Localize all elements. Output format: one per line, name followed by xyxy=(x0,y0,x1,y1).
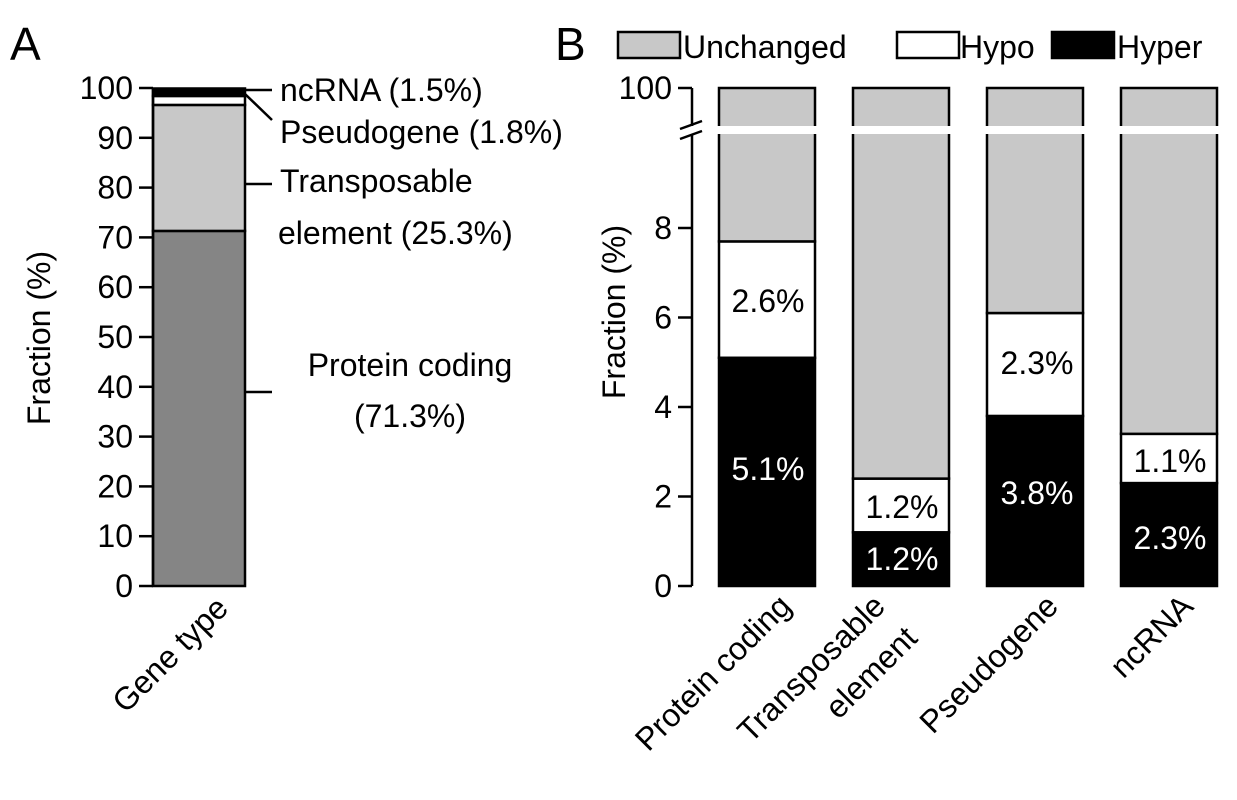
panel-b-tick-label: 100 xyxy=(619,70,672,106)
legend-unchanged-label: Unchanged xyxy=(683,29,847,65)
axis-break-mark xyxy=(679,129,703,141)
legend-hypo-label: Hypo xyxy=(960,29,1035,65)
transposable-unchanged-segment xyxy=(851,86,951,480)
pseudogene-leader-line xyxy=(244,93,273,121)
transposable-segment xyxy=(151,103,247,233)
pseudogene-unchanged-segment xyxy=(985,86,1085,315)
protein-coding-hypo-label: 2.6% xyxy=(732,283,805,319)
panel-a-tick-label: 50 xyxy=(97,319,133,355)
panel-a-x-category-label: Gene type xyxy=(105,589,235,719)
panel-a-letter: A xyxy=(10,18,41,70)
panel-a-y-ticks: 0 10 20 30 40 50 60 70 80 90 100 xyxy=(80,70,155,604)
protein-coding-segment-label-line2: (71.3%) xyxy=(354,398,466,434)
x-category-ncrna: ncRNA xyxy=(1103,587,1201,685)
ncrna-hypo-label: 1.1% xyxy=(1134,443,1207,479)
panel-b-y-axis-label: Fraction (%) xyxy=(596,225,632,399)
transposable-hypo-label: 1.2% xyxy=(866,489,939,525)
panel-b-tick-label: 6 xyxy=(654,300,672,336)
panel-b-tick-label: 2 xyxy=(654,479,672,515)
legend: Unchanged Hypo Hyper xyxy=(616,29,1203,65)
panel-a-y-axis-label: Fraction (%) xyxy=(21,251,57,425)
panel-b-tick-label: 8 xyxy=(654,210,672,246)
transposable-segment-label-line1: Transposable xyxy=(280,163,473,199)
legend-hyper-swatch xyxy=(1050,30,1116,60)
panel-b-tick-label: 4 xyxy=(654,389,672,425)
pseudogene-hyper-segment xyxy=(985,414,1085,588)
panel-b-tick-label: 0 xyxy=(654,568,672,604)
transposable-segment-label-line2: element (25.3%) xyxy=(278,215,513,251)
x-category-pseudogene: Pseudogene xyxy=(912,587,1065,740)
pseudogene-hypo-segment xyxy=(985,311,1085,418)
transposable-hypo-segment xyxy=(851,477,951,534)
legend-hyper-label: Hyper xyxy=(1117,29,1203,65)
legend-hypo-swatch xyxy=(895,30,961,60)
protein-coding-unchanged-segment xyxy=(717,86,817,243)
panel-a-tick-label: 100 xyxy=(80,70,133,106)
protein-coding-segment xyxy=(151,229,247,588)
pseudogene-hypo-label: 2.3% xyxy=(1001,345,1074,381)
transposable-hyper-segment xyxy=(851,531,951,588)
panel-a: A Fraction (%) 0 10 20 30 40 50 60 70 80 90 100 nc… xyxy=(10,18,563,719)
panel-a-tick-label: 30 xyxy=(97,419,133,455)
axis-break-gap xyxy=(660,126,1230,134)
panel-a-tick-label: 80 xyxy=(97,170,133,206)
panel-b-bars xyxy=(660,86,1230,588)
panel-b-letter: B xyxy=(555,18,586,70)
panel-a-bar xyxy=(151,87,247,588)
panel-b-y-ticks: 0 2 4 6 8 100 xyxy=(619,70,703,604)
pseudogene-hyper-label: 3.8% xyxy=(1001,475,1074,511)
protein-coding-hyper-label: 5.1% xyxy=(732,451,805,487)
panel-a-tick-label: 70 xyxy=(97,219,133,255)
panel-a-tick-label: 0 xyxy=(115,568,133,604)
panel-a-tick-label: 10 xyxy=(97,518,133,554)
ncrna-unchanged-segment xyxy=(1119,86,1219,436)
legend-unchanged-swatch xyxy=(616,30,682,60)
ncrna-segment-label: ncRNA (1.5%) xyxy=(280,72,483,108)
panel-a-tick-label: 90 xyxy=(97,120,133,156)
ncrna-hypo-segment xyxy=(1119,432,1219,485)
transposable-hyper-label: 1.2% xyxy=(866,541,939,577)
panel-b: B Unchanged Hypo Hyper Fraction (%) 0 2 4 6… xyxy=(555,18,1230,758)
protein-coding-hyper-segment xyxy=(717,356,817,588)
panel-a-tick-label: 60 xyxy=(97,269,133,305)
panel-a-tick-label: 40 xyxy=(97,369,133,405)
panel-a-tick-label: 20 xyxy=(97,468,133,504)
pseudogene-segment xyxy=(151,94,247,107)
ncrna-hyper-label: 2.3% xyxy=(1134,520,1207,556)
ncrna-segment xyxy=(151,87,247,98)
protein-coding-segment-label-line1: Protein coding xyxy=(308,347,513,383)
pseudogene-segment-label: Pseudogene (1.8%) xyxy=(280,114,563,150)
axis-break-mark xyxy=(679,119,703,131)
